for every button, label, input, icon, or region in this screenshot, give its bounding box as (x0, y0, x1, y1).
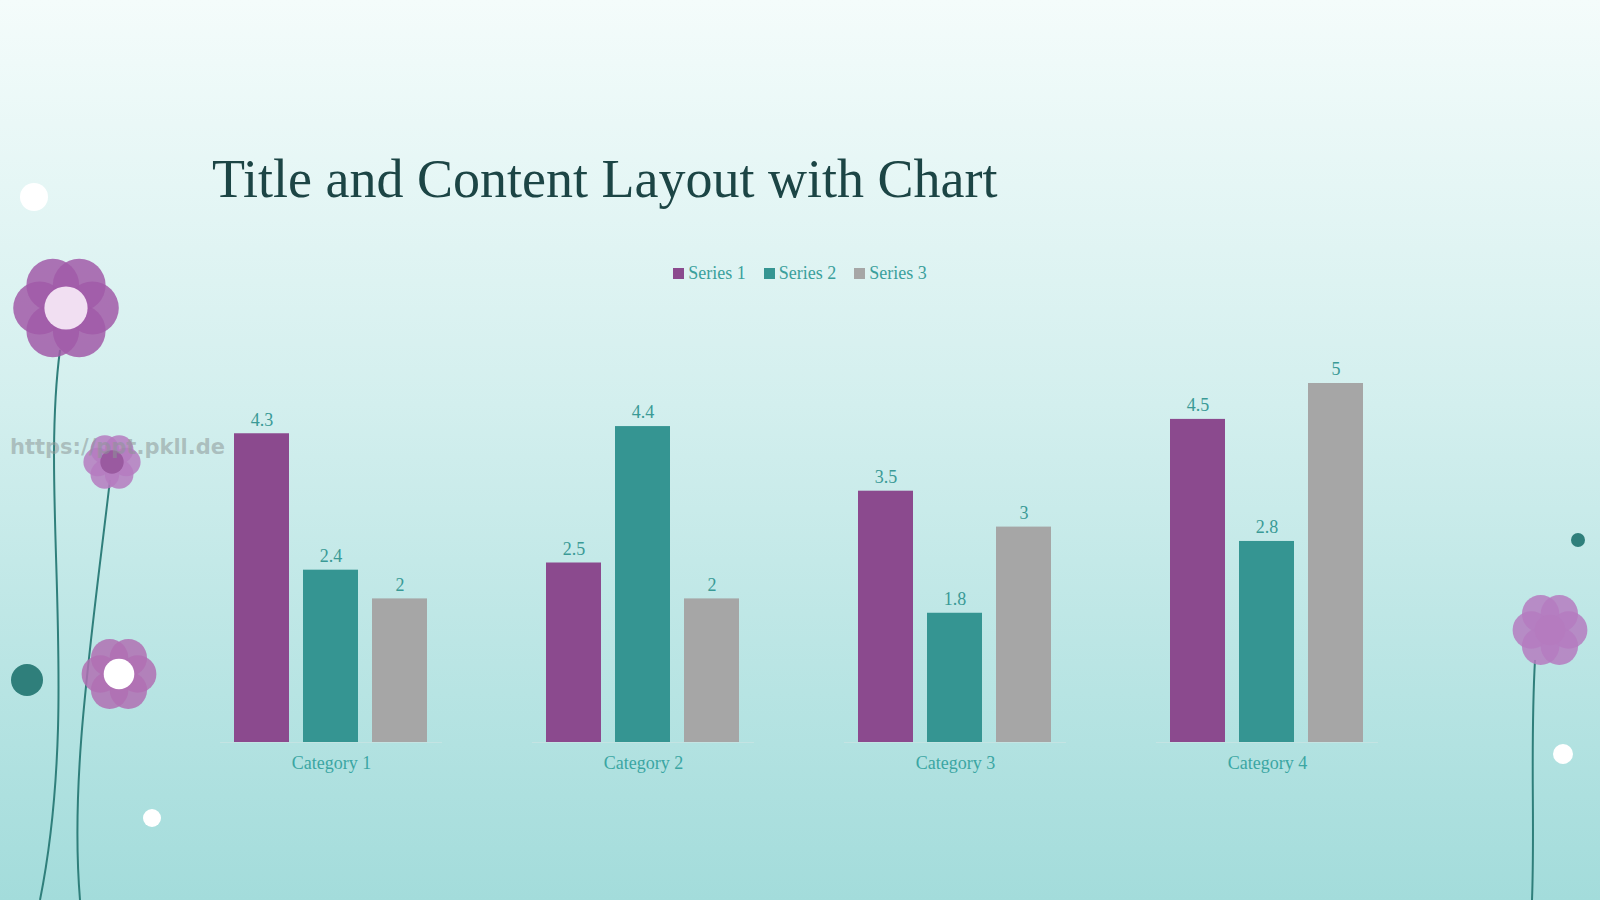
svg-text:Category 4: Category 4 (1228, 753, 1307, 773)
svg-text:4.4: 4.4 (632, 402, 655, 422)
svg-text:3.5: 3.5 (875, 467, 898, 487)
svg-text:4.3: 4.3 (251, 410, 274, 430)
svg-text:2: 2 (396, 575, 405, 595)
svg-text:2: 2 (708, 575, 717, 595)
svg-text:1.8: 1.8 (944, 589, 967, 609)
html-text:https://ppt.pkll.de: https://ppt.pkll.de (10, 435, 225, 459)
svg-text:Category 3: Category 3 (916, 753, 995, 773)
html-text:Series 3: Series 3 (869, 263, 927, 283)
html-text:Series 2: Series 2 (778, 263, 837, 283)
svg-text:Category 1: Category 1 (292, 753, 371, 773)
svg-text:Category 2: Category 2 (604, 753, 683, 773)
svg-text:2.8: 2.8 (1256, 517, 1279, 537)
svg-text:3: 3 (1020, 503, 1029, 523)
svg-text:5: 5 (1332, 359, 1341, 379)
svg-text:4.5: 4.5 (1187, 395, 1210, 415)
svg-text:2.5: 2.5 (563, 539, 586, 559)
html-text:Series 1: Series 1 (688, 263, 746, 283)
svg-text:2.4: 2.4 (320, 546, 343, 566)
html-text:Title and Content Layout with: Title and Content Layout with Chart (212, 149, 998, 209)
